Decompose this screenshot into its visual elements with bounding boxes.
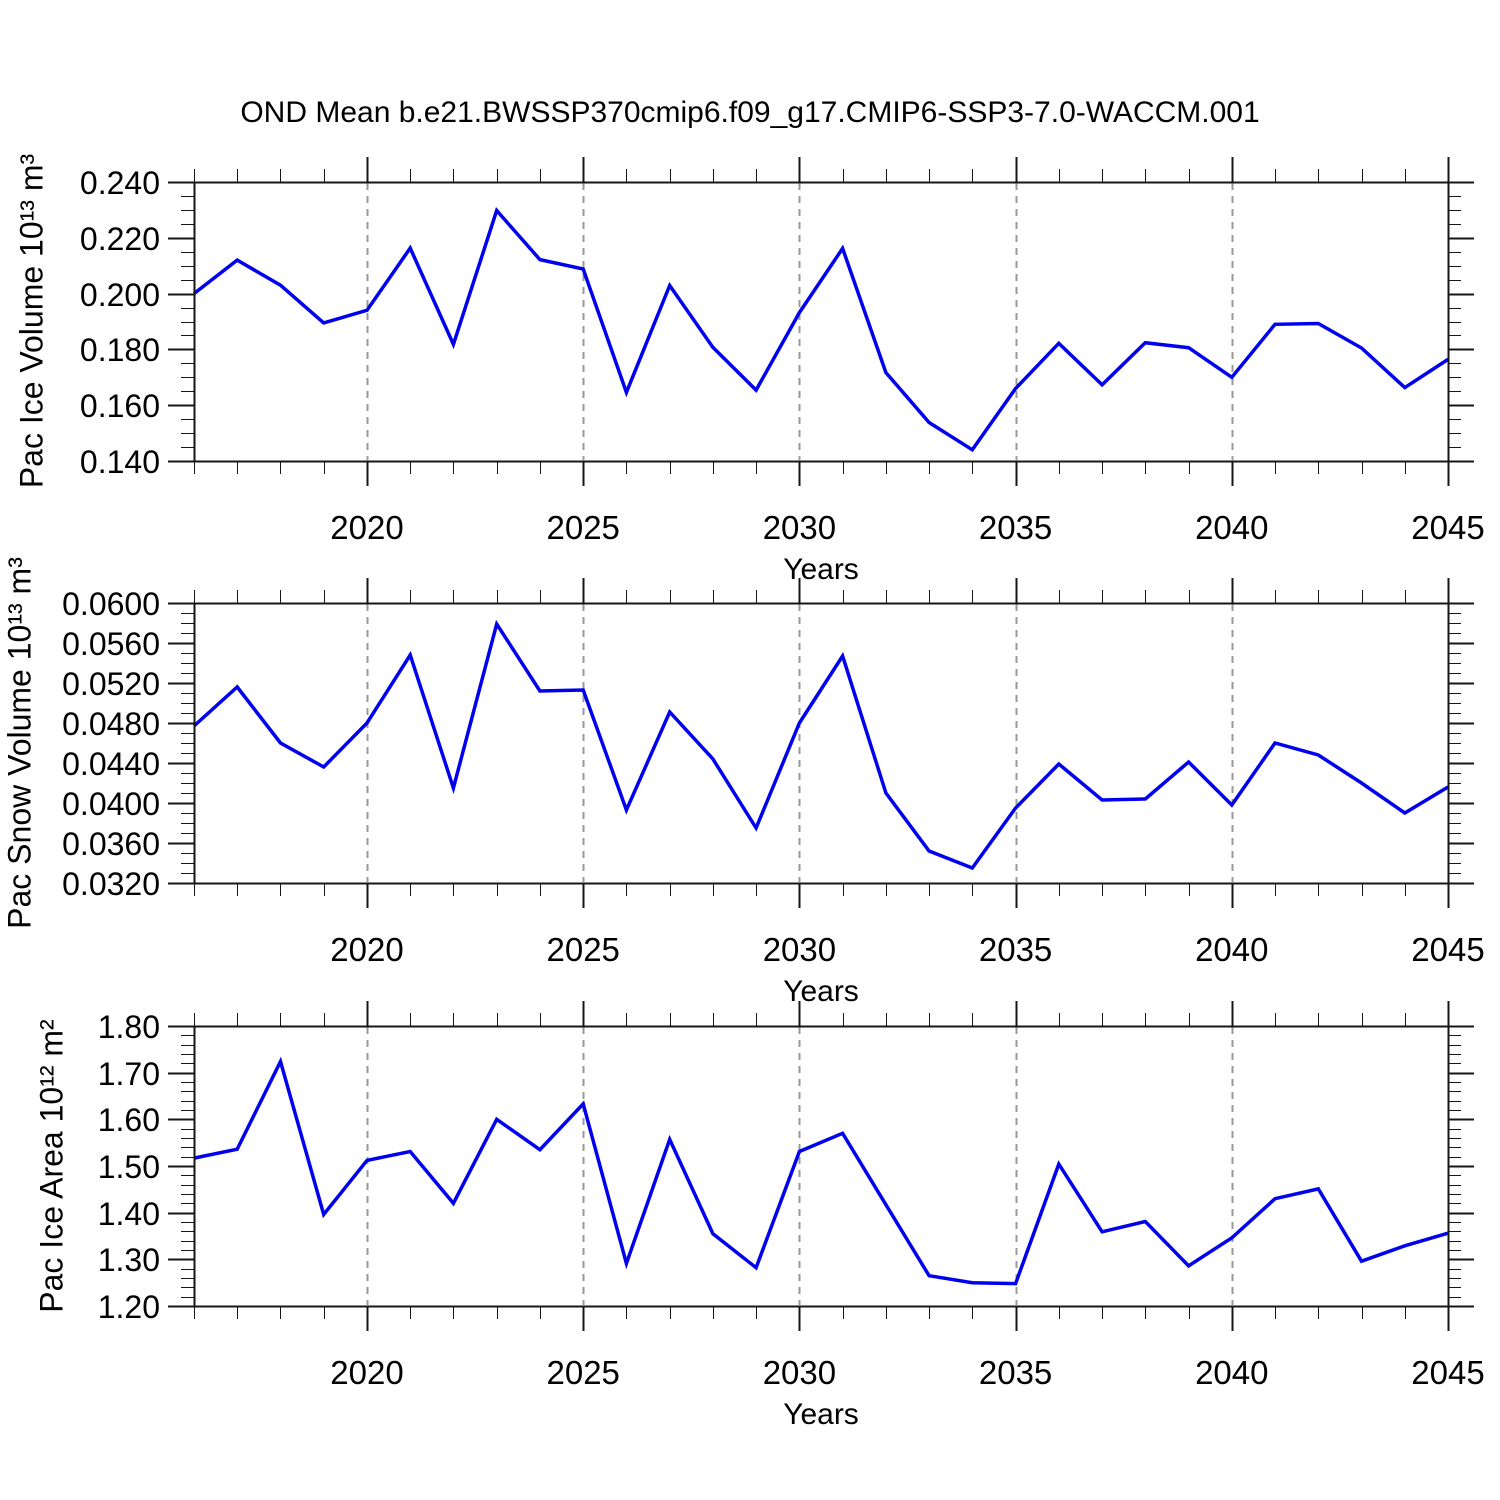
x-axis-title-years-panel3: Years bbox=[783, 1398, 859, 1431]
y-tick-label: 1.60 bbox=[98, 1102, 160, 1138]
x-tick-label: 2045 bbox=[1411, 1354, 1484, 1391]
y-tick-label: 0.0320 bbox=[62, 866, 160, 902]
x-tick-label: 2040 bbox=[1195, 931, 1268, 968]
x-tick-label: 2025 bbox=[546, 509, 619, 546]
x-tick-label: 2035 bbox=[979, 931, 1052, 968]
y-tick-label: 0.0560 bbox=[62, 626, 160, 662]
x-tick-label: 2030 bbox=[763, 509, 836, 546]
tick-labels-pac-ice-area: 1.80 1.70 1.60 1.50 1.40 1.30 1.20 2020 2025 2030… bbox=[98, 1009, 1485, 1391]
y-tick-label: 0.200 bbox=[80, 277, 160, 313]
figure-title: OND Mean b.e21.BWSSP370cmip6.f09_g17.CMI… bbox=[240, 96, 1260, 129]
ticks-pac-ice-volume bbox=[168, 157, 1474, 486]
x-tick-label: 2045 bbox=[1411, 931, 1484, 968]
y-tick-label: 0.0480 bbox=[62, 706, 160, 742]
gridlines-pac-ice-volume bbox=[366, 183, 1234, 460]
panel-pac-ice-area: 1.80 1.70 1.60 1.50 1.40 1.30 1.20 2020 2025 2030… bbox=[98, 1001, 1485, 1391]
y-tick-label: 1.70 bbox=[98, 1056, 160, 1092]
y-tick-label: 1.80 bbox=[98, 1009, 160, 1045]
y-tick-label: 1.20 bbox=[98, 1289, 160, 1325]
x-tick-label: 2025 bbox=[546, 1354, 619, 1391]
y-tick-label: 0.140 bbox=[80, 444, 160, 480]
x-tick-label: 2030 bbox=[763, 1354, 836, 1391]
y-tick-label: 0.0600 bbox=[62, 586, 160, 622]
panel-pac-ice-volume: 0.240 0.220 0.200 0.180 0.160 0.140 2020 2025 20… bbox=[80, 157, 1485, 546]
y-axis-title-pac-snow-volume: Pac Snow Volume 10¹³ m³ bbox=[1, 557, 38, 929]
x-tick-label: 2020 bbox=[330, 1354, 403, 1391]
x-tick-label: 2035 bbox=[979, 509, 1052, 546]
x-tick-label: 2040 bbox=[1195, 509, 1268, 546]
x-tick-label: 2020 bbox=[330, 931, 403, 968]
y-tick-label: 0.0440 bbox=[62, 746, 160, 782]
data-line-pac-snow-volume bbox=[192, 619, 1449, 871]
x-tick-label: 2040 bbox=[1195, 1354, 1268, 1391]
x-axis-title-years-panel2: Years bbox=[783, 975, 859, 1008]
y-axis-title-pac-ice-area: Pac Ice Area 10¹² m² bbox=[33, 1019, 70, 1313]
x-tick-label: 2020 bbox=[330, 509, 403, 546]
gridlines-pac-ice-area bbox=[366, 1027, 1234, 1305]
panel-pac-snow-volume: 0.0600 0.0560 0.0520 0.0480 0.0440 0.0400 0.03… bbox=[62, 578, 1485, 968]
y-tick-label: 0.220 bbox=[80, 221, 160, 257]
y-tick-label: 0.0520 bbox=[62, 666, 160, 702]
y-tick-label: 0.160 bbox=[80, 388, 160, 424]
y-tick-label: 0.0360 bbox=[62, 826, 160, 862]
data-line-pac-ice-area bbox=[193, 1056, 1449, 1286]
y-axis-title-pac-ice-volume: Pac Ice Volume 10¹³ m³ bbox=[13, 153, 50, 489]
ticks-pac-ice-area bbox=[168, 1001, 1474, 1331]
x-tick-label: 2045 bbox=[1411, 509, 1484, 546]
y-tick-label: 1.30 bbox=[98, 1242, 160, 1278]
y-tick-label: 1.40 bbox=[98, 1196, 160, 1232]
axis-box-pac-ice-volume bbox=[193, 181, 1450, 463]
x-tick-label: 2035 bbox=[979, 1354, 1052, 1391]
gridlines-pac-snow-volume bbox=[366, 604, 1234, 882]
x-tick-label: 2030 bbox=[763, 931, 836, 968]
tick-labels-pac-snow-volume: 0.0600 0.0560 0.0520 0.0480 0.0440 0.0400 0.03… bbox=[62, 586, 1485, 968]
y-tick-label: 1.50 bbox=[98, 1149, 160, 1185]
axis-box-pac-ice-area bbox=[193, 1025, 1450, 1308]
axis-box-pac-snow-volume bbox=[193, 602, 1450, 885]
x-tick-label: 2025 bbox=[546, 931, 619, 968]
data-line-pac-ice-volume bbox=[192, 207, 1449, 453]
tick-labels-pac-ice-volume: 0.240 0.220 0.200 0.180 0.160 0.140 2020 2025 20… bbox=[80, 165, 1485, 546]
y-tick-label: 0.0400 bbox=[62, 786, 160, 822]
x-axis-title-years-panel1: Years bbox=[783, 553, 859, 586]
y-tick-label: 0.240 bbox=[80, 165, 160, 201]
ticks-pac-snow-volume bbox=[168, 578, 1474, 908]
y-tick-label: 0.180 bbox=[80, 332, 160, 368]
